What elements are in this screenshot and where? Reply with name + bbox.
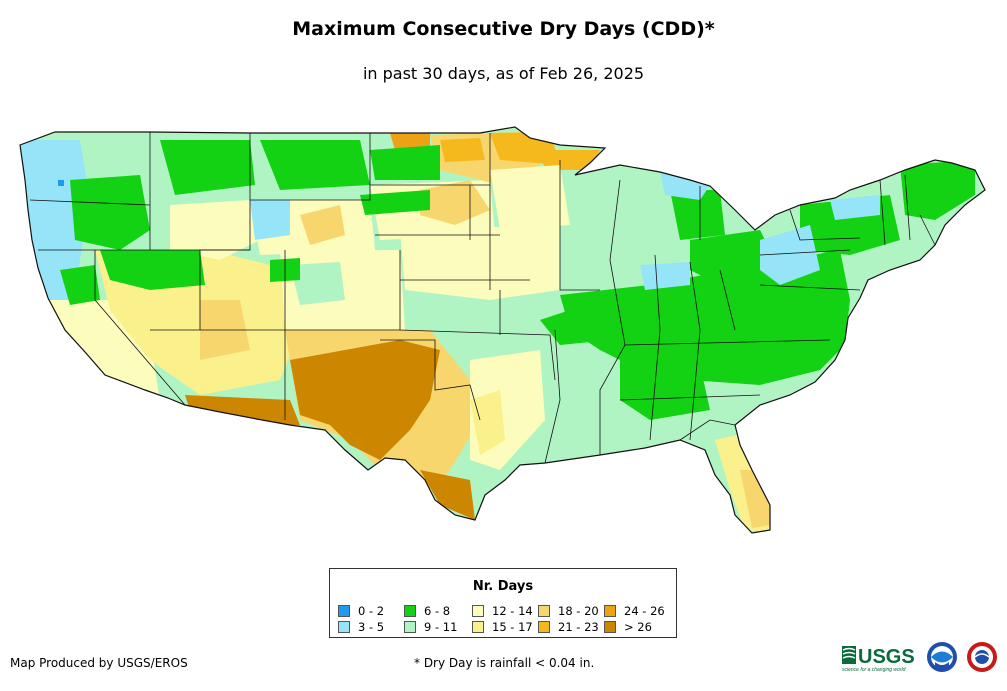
map-subtitle: in past 30 days, as of Feb 26, 2025	[362, 64, 645, 83]
legend-grid: 0 - 2 6 - 8 12 - 14 18 - 20 24 - 26 3 - …	[338, 603, 668, 635]
legend-item-6-8: 6 - 8	[404, 603, 472, 619]
cdd-class-18-20-region	[300, 205, 345, 245]
cdd-class-15-17-region	[470, 390, 505, 455]
legend-swatch	[338, 621, 350, 633]
state-boundaries	[29, 132, 936, 464]
cdd-class-9-11-region	[290, 262, 345, 305]
legend-item-0-2: 0 - 2	[338, 603, 404, 619]
legend-swatch	[472, 605, 484, 617]
legend-label: 24 - 26	[624, 604, 665, 618]
cdd-class-12-14-region	[490, 165, 570, 230]
cdd-class-6-8-regions	[60, 140, 975, 420]
cdd-class-0-2-region	[58, 180, 64, 186]
legend-swatch	[472, 621, 484, 633]
legend-item-21-23: 21 - 23	[538, 619, 604, 635]
dry-day-footnote: * Dry Day is rainfall < 0.04 in.	[414, 656, 595, 670]
cdd-class-over-26-region	[185, 395, 300, 425]
usgs-tagline: science for a changing world	[842, 667, 906, 673]
legend-label: 6 - 8	[424, 604, 451, 618]
legend-swatch	[404, 605, 416, 617]
legend-swatch	[404, 621, 416, 633]
legend-label: 12 - 14	[492, 604, 533, 618]
cdd-class-over-26-region	[420, 470, 475, 520]
cdd-class-18-20-region	[420, 180, 490, 225]
usgs-logo-text: USGS	[858, 646, 915, 668]
cdd-class-3-5-regions	[250, 172, 880, 290]
legend-swatch	[604, 621, 616, 633]
legend-label: 15 - 17	[492, 620, 533, 634]
legend-item-15-17: 15 - 17	[472, 619, 538, 635]
legend-label: 0 - 2	[358, 604, 385, 618]
cdd-class-24-26-region	[390, 133, 430, 150]
cdd-class-21-23-region	[540, 150, 600, 170]
legend-title: Nr. Days	[472, 579, 534, 594]
cdd-class-12-14-region	[170, 200, 260, 260]
legend-item-24-26: 24 - 26	[604, 603, 666, 619]
legend-swatch	[604, 605, 616, 617]
noaa-logo	[927, 642, 957, 672]
legend-label: 3 - 5	[358, 620, 385, 634]
nws-logo	[967, 642, 997, 672]
us-cdd-map	[19, 126, 986, 534]
map-title: Maximum Consecutive Dry Days (CDD)*	[292, 18, 715, 40]
map-credit: Map Produced by USGS/EROS	[10, 656, 188, 670]
cdd-class-over-26-region	[290, 340, 440, 460]
us-outline	[19, 126, 986, 534]
cdd-class-12-14-region	[400, 225, 560, 300]
legend-swatch	[338, 605, 350, 617]
cdd-class-21-23-region	[440, 138, 485, 162]
legend-label: 18 - 20	[558, 604, 599, 618]
usgs-logo: USGS science for a changing world	[842, 646, 915, 673]
legend-swatch	[538, 605, 550, 617]
legend-item-12-14: 12 - 14	[472, 603, 538, 619]
legend-label: > 26	[624, 620, 652, 634]
legend-item-18-20: 18 - 20	[538, 603, 604, 619]
legend-item-over-26: > 26	[604, 619, 666, 635]
map-legend: Nr. Days 0 - 2 6 - 8 12 - 14 18 - 20 24 …	[329, 568, 677, 638]
logos-svg: USGS science for a changing world	[842, 642, 997, 673]
legend-label: 9 - 11	[424, 620, 458, 634]
agency-logos: USGS science for a changing world	[840, 638, 1002, 678]
legend-swatch	[538, 621, 550, 633]
legend-item-3-5: 3 - 5	[338, 619, 404, 635]
legend-item-9-11: 9 - 11	[404, 619, 472, 635]
legend-label: 21 - 23	[558, 620, 599, 634]
